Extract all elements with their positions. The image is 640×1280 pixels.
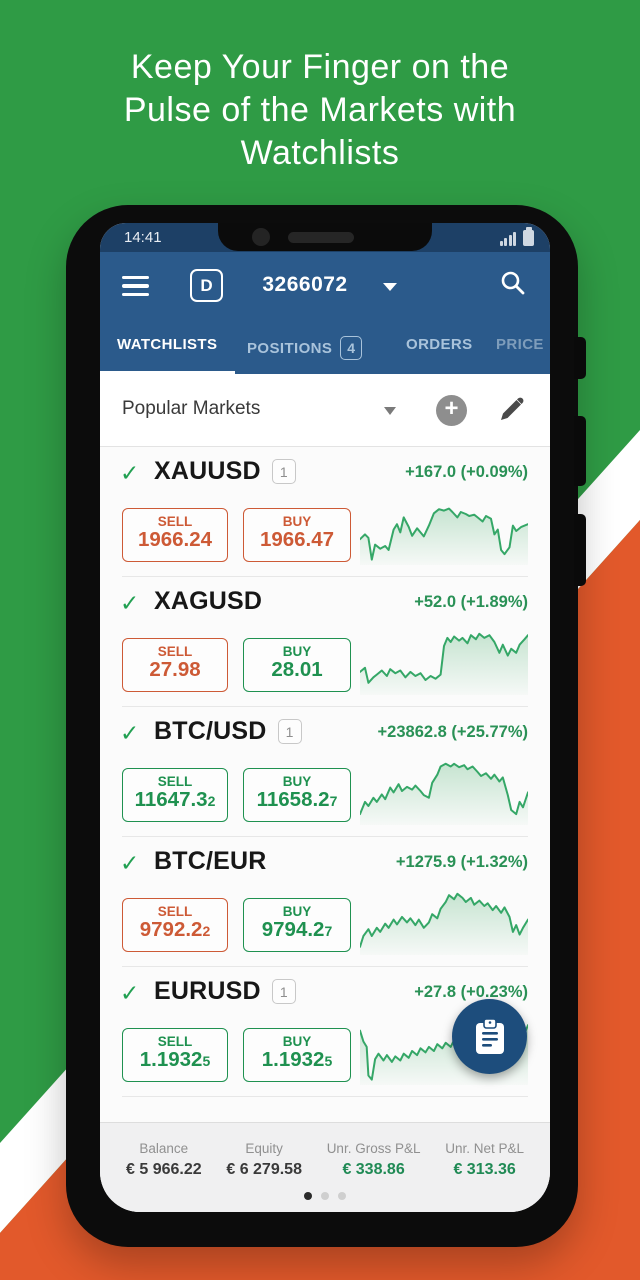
phone-power-button (574, 337, 586, 379)
speaker-grille (288, 232, 354, 243)
clipboard-icon (475, 1017, 504, 1054)
price-change: +23862.8 (+25.77%) (377, 723, 528, 741)
market-row-btcusd[interactable]: ✓ BTC/USD 1 +23862.8 (+25.77%) SELL 1164… (100, 707, 550, 837)
camera-icon (252, 228, 270, 246)
sell-button[interactable]: SELL 1.19325 (122, 1028, 228, 1082)
market-row-xauusd[interactable]: ✓ XAUUSD 1 +167.0 (+0.09%) SELL 1966.24 … (100, 447, 550, 577)
tab-price[interactable]: PRICE (496, 336, 544, 353)
page-dot (304, 1192, 312, 1200)
app-header: D 3266072 WATCHLISTS POSITIONS 4 ORDERS … (100, 252, 550, 374)
sell-button[interactable]: SELL 27.98 (122, 638, 228, 692)
active-tab-underline (100, 371, 235, 374)
phone-notch (218, 223, 432, 251)
hero-title-line: Watchlists (240, 134, 400, 172)
hero-title: Keep Your Finger on the Pulse of the Mar… (0, 46, 640, 175)
phone-screen: 14:41 D 3266072 WATCHLISTS POSITIONS (100, 223, 550, 1212)
phone-volume-up-button (574, 416, 586, 486)
sparkline-chart (359, 627, 529, 695)
check-icon[interactable]: ✓ (120, 850, 140, 876)
positions-count-badge: 4 (340, 336, 363, 360)
sell-button[interactable]: SELL 9792.22 (122, 898, 228, 952)
page-indicator (100, 1192, 550, 1200)
tab-positions[interactable]: POSITIONS 4 (247, 336, 363, 360)
sparkline-chart (359, 497, 529, 565)
open-positions-badge: 1 (271, 979, 296, 1004)
status-time: 14:41 (124, 229, 162, 246)
symbol-name: XAGUSD (154, 587, 263, 615)
add-watchlist-button[interactable]: + (436, 395, 467, 426)
search-icon[interactable] (500, 270, 526, 296)
price-change: +1275.9 (+1.32%) (395, 853, 528, 871)
account-dropdown-caret-icon[interactable] (383, 283, 397, 291)
phone-volume-down-button (574, 514, 586, 586)
price-change: +167.0 (+0.09%) (405, 463, 528, 481)
hero-title-line: Keep Your Finger on the (130, 48, 510, 86)
price-change: +27.8 (+0.23%) (414, 983, 528, 1001)
sell-button[interactable]: SELL 11647.32 (122, 768, 228, 822)
watchlist-selector-bar: Popular Markets + (100, 374, 550, 447)
tab-bar: WATCHLISTS POSITIONS 4 ORDERS PRICE (100, 320, 550, 374)
watchlist-caret-icon[interactable] (384, 407, 396, 415)
summary-gross-pnl: Unr. Gross P&L € 338.86 (326, 1141, 421, 1178)
buy-button[interactable]: BUY 11658.27 (243, 768, 351, 822)
signal-icon (499, 232, 516, 246)
account-summary-bar: Balance € 5 966.22 Equity € 6 279.58 Unr… (100, 1122, 550, 1212)
account-type-badge[interactable]: D (190, 269, 223, 302)
open-positions-badge: 1 (277, 719, 302, 744)
summary-net-pnl: Unr. Net P&L € 313.36 (445, 1141, 524, 1178)
edit-pencil-icon[interactable] (498, 396, 525, 423)
sparkline-chart (359, 887, 529, 955)
symbol-name: XAUUSD (154, 457, 261, 485)
watchlist-name-dropdown[interactable]: Popular Markets (122, 398, 261, 419)
sell-button[interactable]: SELL 1966.24 (122, 508, 228, 562)
account-number[interactable]: 3266072 (262, 273, 348, 296)
tab-orders[interactable]: ORDERS (406, 336, 473, 353)
orders-fab-button[interactable] (452, 999, 527, 1074)
buy-button[interactable]: BUY 1966.47 (243, 508, 351, 562)
symbol-name: EURUSD (154, 977, 261, 1005)
check-icon[interactable]: ✓ (120, 590, 140, 616)
summary-equity: Equity € 6 279.58 (226, 1141, 302, 1178)
price-change: +52.0 (+1.89%) (414, 593, 528, 611)
tab-watchlists[interactable]: WATCHLISTS (117, 336, 218, 353)
buy-button[interactable]: BUY 9794.27 (243, 898, 351, 952)
check-icon[interactable]: ✓ (120, 720, 140, 746)
check-icon[interactable]: ✓ (120, 980, 140, 1006)
hero-title-line: Pulse of the Markets with (123, 91, 517, 129)
open-positions-badge: 1 (271, 459, 296, 484)
page-dot (338, 1192, 346, 1200)
battery-icon (523, 227, 534, 246)
market-row-xagusd[interactable]: ✓ XAGUSD +52.0 (+1.89%) SELL 27.98 BUY 2… (100, 577, 550, 707)
menu-icon[interactable] (122, 276, 149, 296)
symbol-name: BTC/USD (154, 717, 267, 745)
summary-balance: Balance € 5 966.22 (126, 1141, 202, 1178)
sparkline-chart (359, 757, 529, 825)
buy-button[interactable]: BUY 1.19325 (243, 1028, 351, 1082)
page-dot (321, 1192, 329, 1200)
symbol-name: BTC/EUR (154, 847, 267, 875)
buy-button[interactable]: BUY 28.01 (243, 638, 351, 692)
market-row-btceur[interactable]: ✓ BTC/EUR +1275.9 (+1.32%) SELL 9792.22 … (100, 837, 550, 967)
status-bar: 14:41 (100, 223, 550, 252)
check-icon[interactable]: ✓ (120, 460, 140, 486)
